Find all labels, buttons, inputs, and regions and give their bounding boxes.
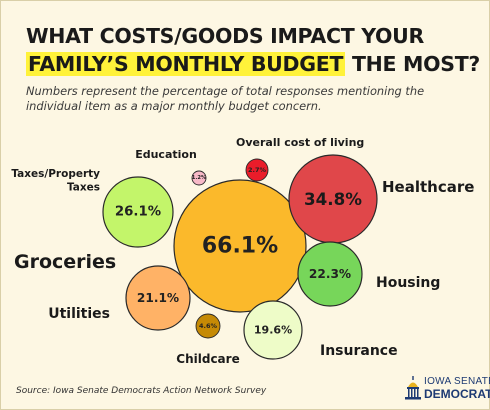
category-label-education: Education (135, 148, 197, 161)
logo-line-2: DEMOCRATS (424, 387, 490, 401)
bubble-education (191, 170, 207, 186)
value-label-healthcare: 34.8% (304, 189, 362, 209)
page-title: WHAT COSTS/GOODS IMPACT YOUR FAMILY’S MO… (26, 22, 480, 78)
logo-line-1: IOWA SENATE (424, 376, 490, 387)
bubble-taxes-property-taxes (102, 176, 174, 248)
capitol-icon (405, 376, 421, 400)
value-label-education: 1.2% (192, 175, 207, 181)
bubble-groceries (173, 179, 307, 313)
category-label-utilities: Utilities (48, 306, 110, 322)
value-label-insurance: 19.6% (254, 324, 292, 337)
category-label-taxes-property-taxes: Taxes/Property Taxes (11, 168, 100, 194)
title-highlight: FAMILY’S MONTHLY BUDGET (26, 52, 346, 76)
category-label-healthcare: Healthcare (382, 178, 474, 196)
value-label-taxes-property-taxes: 26.1% (115, 205, 161, 220)
title-line-1: WHAT COSTS/GOODS IMPACT YOUR (26, 24, 425, 48)
title-line-2: FAMILY’S MONTHLY BUDGET THE MOST? (26, 50, 480, 78)
value-label-overall-cost-of-living: 2.7% (248, 166, 267, 174)
bubble-insurance (243, 300, 303, 360)
value-label-utilities: 21.1% (137, 291, 179, 305)
category-label-groceries: Groceries (14, 251, 116, 273)
title-end: THE MOST? (345, 52, 481, 76)
category-label-childcare: Childcare (176, 352, 239, 366)
category-label-overall-cost-of-living: Overall cost of living (236, 136, 364, 149)
category-label-housing: Housing (376, 275, 440, 291)
value-label-housing: 22.3% (309, 267, 351, 281)
value-label-groceries: 66.1% (202, 234, 278, 259)
category-label-insurance: Insurance (320, 343, 398, 359)
bubble-overall-cost-of-living (245, 158, 269, 182)
subtitle: Numbers represent the percentage of tota… (26, 84, 425, 113)
iowa-senate-democrats-logo: IOWA SENATE DEMOCRATS (404, 374, 490, 404)
value-label-childcare: 4.6% (199, 322, 218, 330)
bubble-housing (297, 241, 363, 307)
bubble-childcare (195, 313, 221, 339)
source-note: Source: Iowa Senate Democrats Action Net… (16, 386, 267, 396)
bubble-utilities (125, 265, 191, 331)
